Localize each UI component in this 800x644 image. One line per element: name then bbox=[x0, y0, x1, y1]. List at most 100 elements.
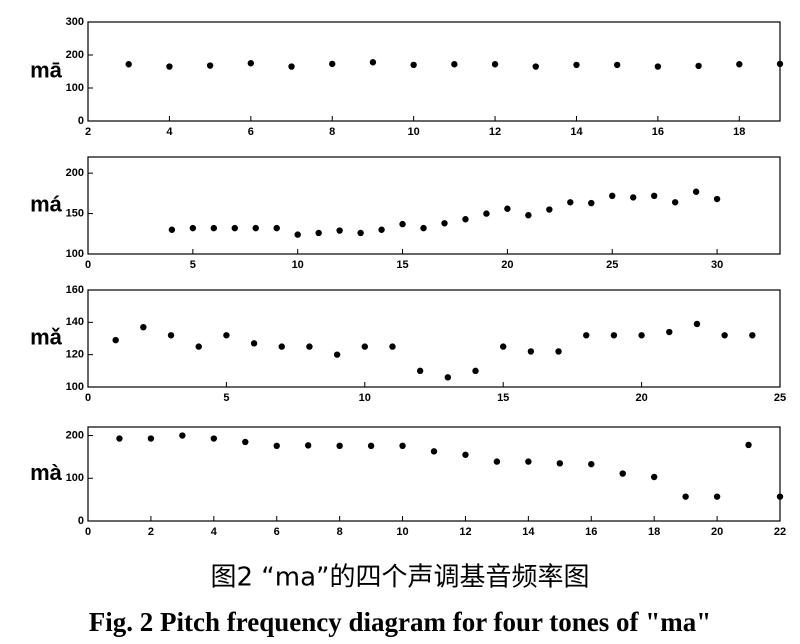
point bbox=[525, 458, 532, 465]
x-tick-label: 20 bbox=[501, 259, 513, 271]
x-tick-label: 0 bbox=[85, 526, 91, 538]
point bbox=[546, 206, 553, 213]
x-tick-label: 14 bbox=[522, 526, 535, 538]
plot-frame bbox=[87, 289, 781, 388]
x-tick-label: 15 bbox=[396, 259, 408, 271]
point bbox=[451, 61, 458, 68]
plot-frame bbox=[87, 21, 781, 122]
point bbox=[500, 343, 507, 350]
y-tick-label: 200 bbox=[66, 429, 84, 441]
y-axis-label: má bbox=[30, 191, 63, 216]
point bbox=[242, 438, 249, 446]
point bbox=[462, 451, 469, 458]
point bbox=[713, 195, 721, 203]
point bbox=[333, 351, 341, 358]
point bbox=[416, 367, 424, 375]
x-tick-label: 20 bbox=[711, 526, 723, 538]
point bbox=[692, 188, 700, 195]
y-tick-label: 150 bbox=[66, 207, 84, 219]
point bbox=[583, 332, 590, 339]
point bbox=[223, 332, 230, 339]
point bbox=[776, 493, 784, 500]
point bbox=[357, 229, 364, 237]
x-tick-label: 10 bbox=[359, 392, 371, 404]
point bbox=[736, 61, 743, 68]
plot-frame bbox=[87, 426, 781, 522]
y-tick-label: 200 bbox=[66, 167, 84, 179]
point bbox=[650, 473, 658, 481]
point bbox=[252, 224, 259, 232]
x-tick-label: 10 bbox=[292, 259, 304, 271]
point bbox=[399, 220, 406, 228]
point bbox=[525, 212, 532, 219]
point bbox=[315, 229, 322, 237]
point bbox=[167, 332, 175, 339]
x-tick-label: 30 bbox=[711, 259, 723, 271]
point bbox=[491, 61, 499, 68]
point bbox=[336, 227, 343, 234]
point bbox=[273, 224, 280, 232]
y-axis-label: mà bbox=[30, 460, 63, 485]
point bbox=[462, 216, 469, 223]
point bbox=[567, 199, 574, 206]
point bbox=[671, 199, 679, 206]
point bbox=[294, 231, 301, 238]
plot-frame bbox=[87, 156, 781, 255]
point bbox=[399, 442, 406, 449]
point bbox=[361, 343, 368, 350]
point bbox=[444, 374, 452, 381]
point bbox=[654, 63, 662, 70]
point bbox=[168, 226, 176, 233]
x-tick-label: 8 bbox=[329, 126, 335, 138]
point bbox=[367, 442, 375, 449]
x-tick-label: 5 bbox=[223, 392, 229, 404]
y-tick-label: 100 bbox=[66, 381, 84, 393]
point bbox=[650, 192, 658, 199]
point bbox=[369, 59, 377, 66]
point bbox=[609, 192, 616, 199]
point bbox=[389, 343, 396, 350]
point bbox=[420, 224, 427, 232]
x-tick-label: 8 bbox=[337, 526, 343, 538]
point bbox=[527, 348, 535, 355]
point bbox=[278, 343, 285, 350]
point bbox=[588, 460, 595, 468]
point bbox=[210, 435, 218, 442]
x-tick-label: 18 bbox=[648, 526, 660, 538]
point bbox=[749, 332, 756, 339]
point bbox=[441, 220, 448, 227]
point bbox=[288, 63, 295, 70]
y-tick-label: 140 bbox=[66, 316, 84, 328]
x-tick-label: 14 bbox=[570, 126, 583, 138]
point bbox=[493, 458, 501, 465]
x-tick-label: 4 bbox=[166, 126, 173, 138]
x-tick-label: 5 bbox=[190, 259, 196, 271]
point bbox=[210, 224, 218, 232]
point bbox=[588, 199, 595, 207]
x-tick-label: 22 bbox=[774, 526, 786, 538]
x-tick-label: 6 bbox=[274, 526, 280, 538]
point bbox=[619, 470, 626, 477]
point bbox=[573, 61, 580, 69]
point bbox=[721, 332, 728, 339]
point bbox=[693, 320, 701, 328]
x-tick-label: 4 bbox=[211, 526, 218, 538]
point bbox=[206, 62, 214, 69]
x-tick-label: 0 bbox=[85, 392, 91, 404]
y-tick-label: 120 bbox=[66, 349, 84, 361]
point bbox=[630, 194, 637, 201]
y-tick-label: 0 bbox=[78, 115, 84, 127]
x-tick-label: 12 bbox=[459, 526, 471, 538]
x-tick-label: 10 bbox=[408, 126, 420, 138]
point bbox=[430, 448, 438, 455]
point bbox=[231, 224, 238, 232]
y-tick-label: 100 bbox=[66, 82, 84, 94]
point bbox=[613, 61, 621, 69]
point bbox=[483, 210, 490, 217]
point bbox=[532, 63, 539, 70]
point bbox=[713, 493, 721, 500]
y-tick-label: 160 bbox=[66, 284, 84, 296]
point bbox=[776, 60, 784, 68]
x-tick-label: 20 bbox=[635, 392, 647, 404]
